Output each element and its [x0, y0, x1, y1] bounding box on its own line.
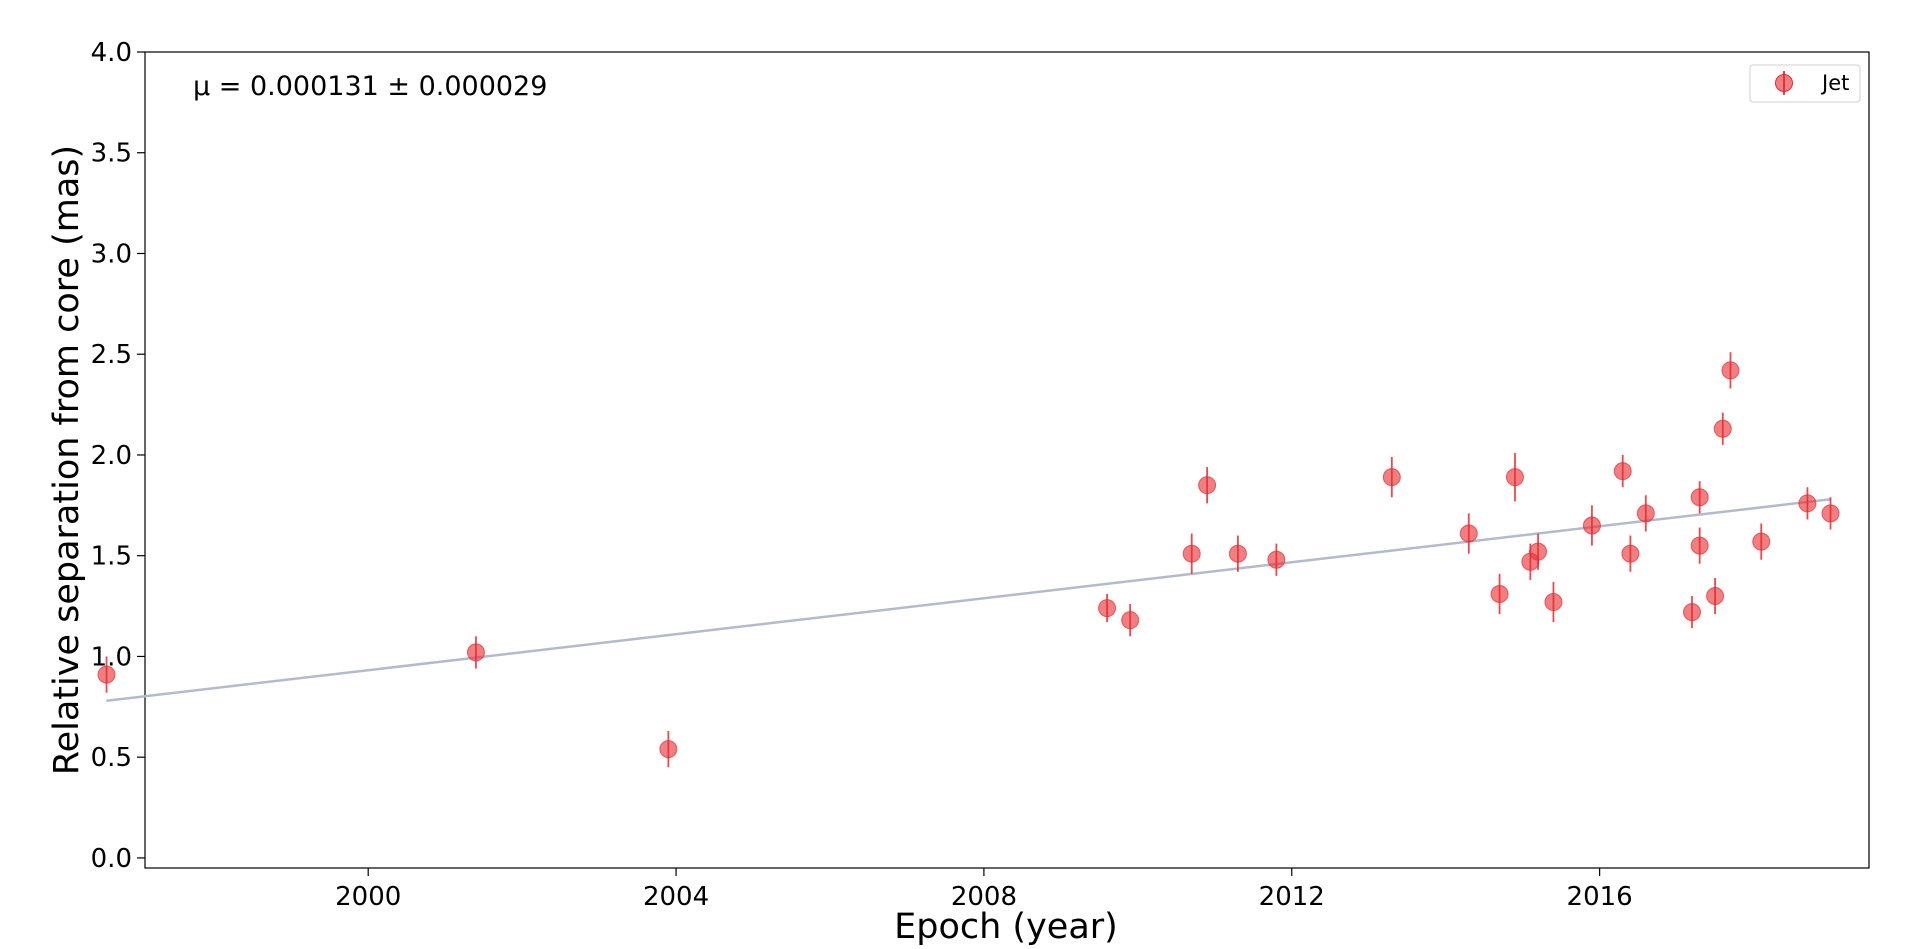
- data-point: [1382, 468, 1401, 487]
- data-point: [1529, 542, 1548, 561]
- y-tick-label: 4.0: [91, 38, 132, 68]
- plot-area: [97, 51, 1870, 869]
- y-tick-label: 2.5: [91, 340, 132, 370]
- data-point: [1582, 516, 1601, 535]
- plot-frame: [144, 51, 1870, 869]
- data-point: [1228, 544, 1247, 563]
- data-point: [1490, 584, 1509, 603]
- x-tick-label: 2004: [643, 882, 709, 912]
- data-point: [1713, 419, 1732, 438]
- y-tick-label: 3.0: [91, 239, 132, 269]
- legend-point: [1775, 74, 1793, 92]
- x-tick-label: 2016: [1567, 882, 1633, 912]
- legend-marker: [1775, 71, 1793, 95]
- data-point: [1459, 524, 1478, 543]
- legend: Jet: [1749, 64, 1861, 103]
- y-axis-label: Relative separation from core (mas): [47, 145, 87, 775]
- y-tick-label: 1.0: [91, 642, 132, 672]
- data-point: [1098, 599, 1117, 618]
- data-point: [1121, 611, 1140, 630]
- x-tick-label: 2008: [951, 882, 1017, 912]
- data-point: [1690, 488, 1709, 507]
- legend-box: [1749, 64, 1861, 103]
- y-tick-label: 1.5: [91, 542, 132, 572]
- data-point: [1636, 504, 1655, 523]
- y-tick-label: 2.0: [91, 441, 132, 471]
- data-point: [1690, 536, 1709, 555]
- x-tick-label: 2012: [1259, 882, 1325, 912]
- y-tick-label: 0.0: [91, 844, 132, 874]
- data-point: [466, 643, 485, 662]
- data-point: [1621, 544, 1640, 563]
- y-axis-ticks: 0.0 0.5 1.0 1.5 2.0 2.5 3.0 3.5 4.0: [91, 38, 145, 874]
- data-point: [1613, 462, 1632, 481]
- data-point: [1752, 532, 1771, 551]
- fit-annotation: μ = 0.000131 ± 0.000029: [193, 71, 547, 102]
- data-point: [1721, 361, 1740, 380]
- x-axis-ticks: 2000 2004 2008 2012 2016: [335, 868, 1633, 912]
- data-point: [97, 665, 116, 684]
- fit-line: [106, 498, 1831, 703]
- data-point: [1706, 587, 1725, 605]
- data-point: [1821, 504, 1840, 523]
- data-point: [1267, 550, 1286, 569]
- data-point: [1505, 468, 1524, 487]
- data-point: [1198, 476, 1217, 495]
- data-point: [1682, 603, 1701, 622]
- data-point: [1798, 494, 1817, 513]
- data-point: [1182, 544, 1201, 563]
- data-points: [97, 352, 1840, 768]
- legend-label-jet: Jet: [1820, 71, 1849, 95]
- data-point: [659, 740, 678, 759]
- x-tick-label: 2000: [335, 882, 401, 912]
- data-point: [1544, 593, 1563, 612]
- y-tick-label: 0.5: [91, 743, 132, 773]
- x-axis-label: Epoch (year): [894, 907, 1118, 947]
- y-tick-label: 3.5: [91, 139, 132, 169]
